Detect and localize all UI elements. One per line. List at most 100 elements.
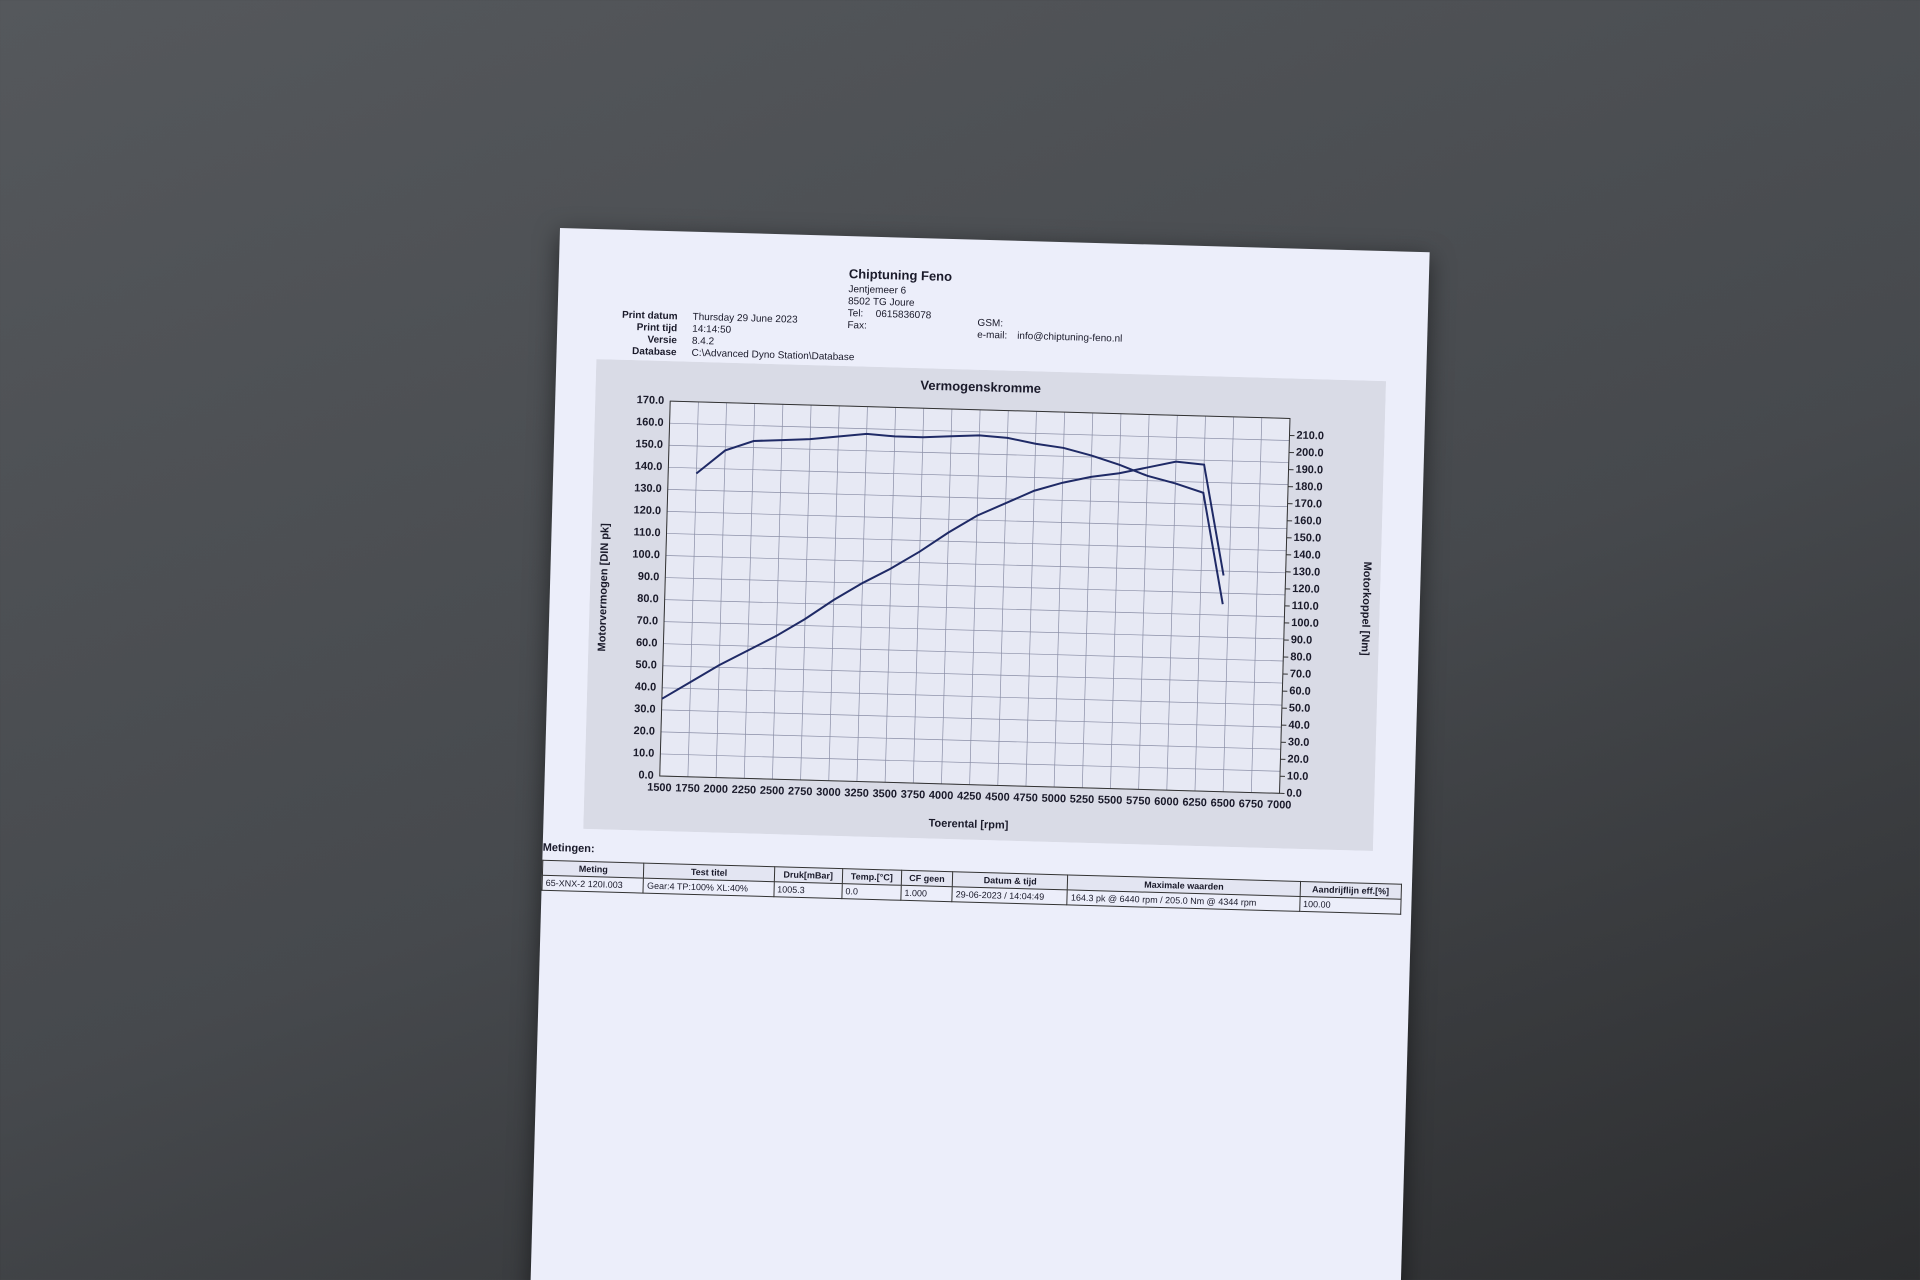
grid-line <box>1194 416 1206 791</box>
y2-tick-label: 130.0 <box>1293 566 1321 579</box>
address: Jentjemeer 6 <box>848 284 907 297</box>
cell: 1.000 <box>900 885 953 902</box>
chart: Vermogenskromme Toerental [rpm] Motorver… <box>583 359 1387 851</box>
y-tick-label: 130.0 <box>634 482 662 495</box>
grid-line <box>668 444 1289 463</box>
x-tick-label: 6000 <box>1154 796 1179 809</box>
y-tick-label: 20.0 <box>633 725 655 738</box>
y2-tick-label: 70.0 <box>1290 668 1312 681</box>
label: Database <box>631 346 677 359</box>
x-tick-label: 1500 <box>647 782 672 795</box>
y-tick-label: 100.0 <box>632 548 660 561</box>
address: 8502 TG Joure <box>847 296 915 309</box>
cell: 65-XNX-2 120I.003 <box>542 875 644 894</box>
value: 14:14:50 <box>692 323 732 336</box>
x-tick-label: 3000 <box>816 786 841 799</box>
grid-line <box>662 665 1283 684</box>
x-tick-label: 5750 <box>1126 795 1151 808</box>
y2-tick-label: 200.0 <box>1296 447 1324 460</box>
plot-border <box>659 400 1291 794</box>
y2-tick-label: 10.0 <box>1287 770 1309 783</box>
y-tick-label: 120.0 <box>633 504 661 517</box>
y2-tick-label: 210.0 <box>1296 430 1324 443</box>
grid-line <box>743 403 756 779</box>
y2-tick-label: 150.0 <box>1293 532 1321 545</box>
column-header: CF geen <box>901 870 953 887</box>
y-tick-label: 150.0 <box>635 438 663 451</box>
x-tick-label: 3500 <box>872 788 897 801</box>
label: Print tijd <box>636 322 678 335</box>
grid-line <box>856 406 868 782</box>
value: 8.4.2 <box>691 335 715 348</box>
cell: Gear:4 TP:100% XL:40% <box>643 878 774 897</box>
label: Fax: <box>847 320 867 332</box>
y2-tick-label: 0.0 <box>1286 787 1302 799</box>
y2-tick-label: 110.0 <box>1292 600 1319 613</box>
grid-line <box>1110 413 1122 789</box>
x-tick-label: 3250 <box>844 787 869 800</box>
grid-line <box>665 555 1286 574</box>
grid-line <box>969 409 981 785</box>
grid-line <box>687 401 699 777</box>
chart-title: Vermogenskromme <box>920 378 1041 396</box>
x-tick-label: 7000 <box>1267 799 1292 812</box>
grid-line <box>660 753 1281 772</box>
grid-line <box>800 405 812 780</box>
y2-tick-label: 190.0 <box>1295 464 1323 477</box>
x-tick-label: 2000 <box>703 783 728 796</box>
cell: 0.0 <box>841 883 902 901</box>
x-tick-label: 5000 <box>1041 793 1066 806</box>
label: GSM: <box>977 317 1004 330</box>
y-tick-label: 80.0 <box>637 593 659 606</box>
grid-line <box>1250 417 1263 793</box>
y2-tick-label: 90.0 <box>1291 634 1313 647</box>
grid-line <box>715 402 727 778</box>
y-tick-label: 160.0 <box>636 416 664 429</box>
y-tick-label: 110.0 <box>633 526 660 539</box>
label: Print datum <box>621 309 678 323</box>
grid-line <box>667 511 1287 530</box>
line <box>661 460 1225 700</box>
column-header: Temp.[°C] <box>842 868 902 886</box>
y-tick-label: 90.0 <box>638 571 660 584</box>
y2-tick-label: 50.0 <box>1289 702 1311 715</box>
y-tick-label: 50.0 <box>635 659 657 672</box>
y-tick-label: 30.0 <box>634 703 656 716</box>
value: info@chiptuning-feno.nl <box>1017 330 1123 345</box>
x-tick-label: 5500 <box>1098 794 1123 807</box>
label: Tel: <box>847 308 864 320</box>
x-tick-label: 4750 <box>1013 792 1038 805</box>
y-tick-label: 140.0 <box>635 460 663 473</box>
grid-line <box>668 466 1289 485</box>
measurements-table: Meting Test titel Druk[mBar] Temp.[°C] CF ge… <box>541 860 1402 915</box>
grid-line <box>669 422 1290 441</box>
grid-line <box>912 408 925 784</box>
grid-line <box>660 731 1281 750</box>
x-tick-label: 4250 <box>957 790 982 803</box>
label: e-mail: <box>977 329 1008 342</box>
grid-line <box>1138 414 1150 790</box>
grid-line <box>1053 412 1065 788</box>
grid-line <box>666 533 1287 552</box>
y2-tick-label: 100.0 <box>1291 617 1319 630</box>
cell: 100.00 <box>1299 896 1402 915</box>
x-tick-label: 2250 <box>732 784 757 797</box>
grid-line <box>828 405 840 781</box>
y-tick-label: 170.0 <box>637 394 665 407</box>
company: Chiptuning Feno <box>848 266 953 284</box>
grid-line <box>661 709 1282 728</box>
grid-line <box>1081 412 1094 788</box>
y2-tick-label: 180.0 <box>1295 481 1323 494</box>
y-axis-label: Motorvermogen [DIN pk] <box>596 523 612 652</box>
y-tick-label: 70.0 <box>636 615 658 628</box>
y2-tick-label: 140.0 <box>1293 549 1321 562</box>
y2-tick-label: 60.0 <box>1289 685 1311 698</box>
grid-line <box>772 404 784 780</box>
x-tick-label: 6500 <box>1210 797 1235 810</box>
grid-line <box>662 687 1282 706</box>
line <box>695 432 1224 605</box>
grid-line <box>667 488 1288 508</box>
grid-line <box>1025 411 1037 787</box>
grid-line <box>941 409 953 784</box>
y2-tick-label: 20.0 <box>1287 753 1309 766</box>
